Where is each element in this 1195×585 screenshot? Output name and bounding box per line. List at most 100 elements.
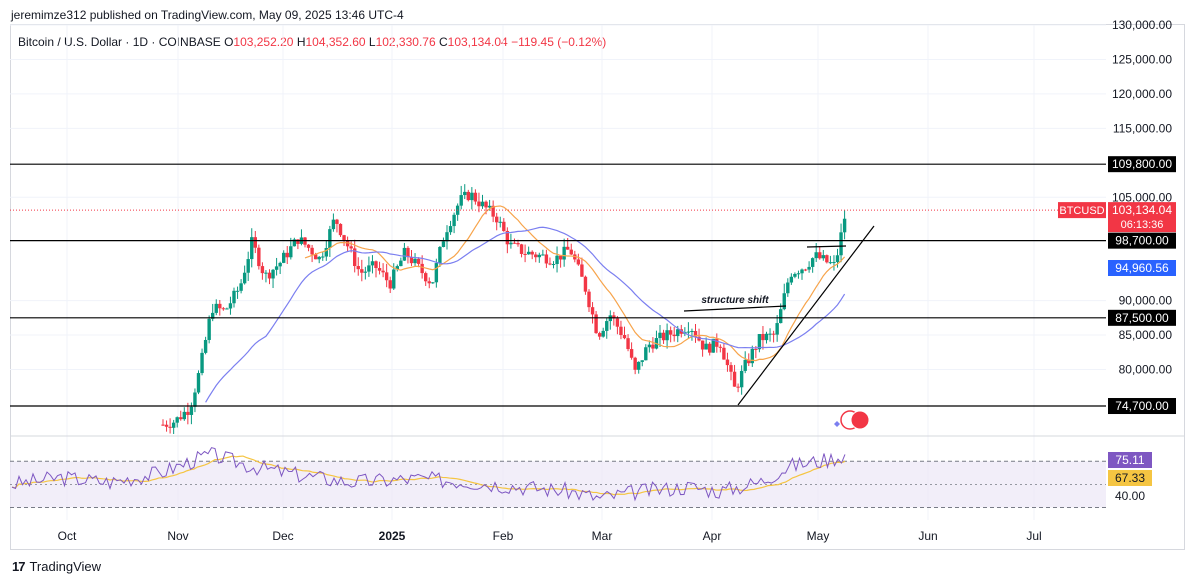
candle-body <box>782 293 786 310</box>
level-tag <box>1108 398 1176 415</box>
candle-body <box>750 348 754 364</box>
legend-low: 102,330.76 <box>375 35 436 49</box>
price-tick-label: 80,000.00 <box>1119 363 1173 377</box>
candle-body <box>590 307 595 315</box>
candle-body <box>736 386 740 388</box>
candle-body <box>828 262 833 264</box>
candle-body <box>658 332 662 339</box>
candle-body <box>686 331 691 333</box>
candle-body <box>370 261 375 266</box>
symbol-tag <box>1058 202 1106 219</box>
candle-body <box>214 303 218 313</box>
candle-body <box>768 333 772 335</box>
candle-body <box>537 254 541 258</box>
time-tick-label: Nov <box>167 529 188 543</box>
candle-body <box>601 330 605 337</box>
candle-body <box>406 247 410 258</box>
candle-body <box>605 321 609 331</box>
candle-body <box>498 221 502 223</box>
candle-body <box>470 192 474 201</box>
tradingview-logo-icon: 17 <box>12 559 26 574</box>
candle-body <box>619 326 623 336</box>
candle-body <box>544 254 549 264</box>
candle-body <box>615 318 620 327</box>
last-price-label: 103,134.04 <box>1112 203 1172 217</box>
candle-body <box>193 392 197 407</box>
candle-body <box>250 237 254 260</box>
time-tick-label: 2025 <box>379 529 406 543</box>
candle-body <box>324 247 328 257</box>
price-tick-label: 130,000.00 <box>1112 18 1172 32</box>
candle-body <box>832 262 836 264</box>
candle-body <box>704 343 708 350</box>
candle-body <box>722 347 726 360</box>
candle-body <box>672 334 676 337</box>
legend-o-label: O <box>224 35 234 49</box>
rsi-ma-tag <box>1108 470 1152 486</box>
candle-body <box>424 273 428 282</box>
chart-legend: Bitcoin / U.S. Dollar · 1D · COINBASE O 1… <box>18 35 606 49</box>
candle-body <box>356 266 360 270</box>
legend-symbol[interactable]: Bitcoin / U.S. Dollar · 1D · COINBASE <box>18 35 221 49</box>
candle-body <box>668 330 673 335</box>
candle-body <box>690 330 694 332</box>
candle-body <box>363 271 368 273</box>
candle-body <box>526 251 531 255</box>
candle-body <box>257 247 261 267</box>
candle-body <box>271 269 275 279</box>
candle-body <box>484 201 488 208</box>
candle-body <box>445 232 449 242</box>
candle-body <box>342 235 346 241</box>
candle-body <box>196 373 201 393</box>
candle-body <box>739 370 744 388</box>
candle-body <box>676 329 680 337</box>
candle-body <box>367 265 371 272</box>
level-label: 87,500.00 <box>1115 311 1169 325</box>
candle-body <box>718 346 723 348</box>
candle-body <box>771 333 776 335</box>
level-label: 109,800.00 <box>1112 157 1172 171</box>
candle-body <box>551 264 556 266</box>
level-tag <box>1108 156 1176 173</box>
price-tick-label: 115,000.00 <box>1113 121 1172 135</box>
candle-body <box>360 269 364 273</box>
candle-body <box>182 411 186 420</box>
candle-body <box>306 244 311 248</box>
candle-body <box>203 339 208 353</box>
trend-line <box>737 225 875 406</box>
candle-body <box>335 219 339 224</box>
candle-body <box>821 255 825 259</box>
candle-body <box>218 303 222 309</box>
candle-body <box>438 247 442 264</box>
sparkle-icon <box>834 421 840 427</box>
breakout-line <box>806 245 847 248</box>
candle-body <box>413 258 417 264</box>
candle-body <box>743 359 747 371</box>
level-label: 74,700.00 <box>1115 399 1169 413</box>
candle-body <box>512 242 517 244</box>
candle-body <box>186 411 190 415</box>
candle-body <box>228 303 233 309</box>
candle-body <box>377 268 382 271</box>
time-tick-label: May <box>807 529 830 543</box>
level-tag <box>1108 309 1176 326</box>
candle-body <box>321 256 325 258</box>
candle-body <box>747 359 751 364</box>
candle-body <box>253 237 257 248</box>
candle-body <box>207 318 211 340</box>
time-tick-label: Dec <box>272 529 293 543</box>
candle-body <box>697 336 701 341</box>
time-tick-label: Oct <box>58 529 77 543</box>
candle-body <box>786 282 790 294</box>
candle-body <box>661 332 666 341</box>
candle-body <box>814 252 818 259</box>
candle-body <box>633 357 637 370</box>
candle-body <box>534 254 538 258</box>
candle-body <box>583 276 588 292</box>
candle-body <box>402 247 407 261</box>
candle-body <box>711 338 715 353</box>
candle-body <box>835 255 840 263</box>
candles <box>161 184 847 434</box>
candle-body <box>448 226 453 233</box>
